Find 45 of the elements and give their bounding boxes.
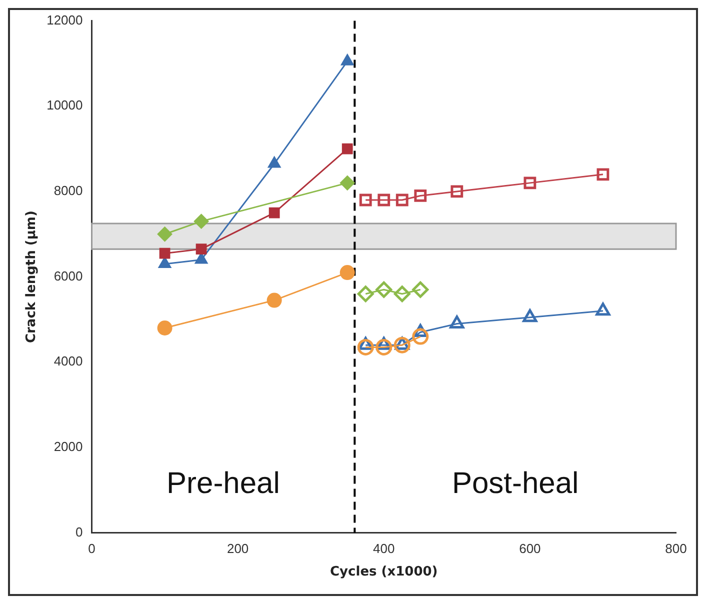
point xyxy=(376,338,392,356)
annotation: Post-heal xyxy=(452,466,579,500)
x-tick-label: 400 xyxy=(373,541,395,556)
point xyxy=(522,309,538,322)
point xyxy=(378,194,390,206)
point xyxy=(524,176,536,190)
point xyxy=(414,190,427,202)
point xyxy=(450,185,464,198)
y-tick-label: 8000 xyxy=(54,183,83,198)
point xyxy=(394,286,410,302)
y-tick-label: 2000 xyxy=(54,439,83,454)
point xyxy=(412,281,429,298)
y-tick-label: 10000 xyxy=(46,98,83,113)
y-tick-label: 4000 xyxy=(54,354,83,369)
point xyxy=(359,194,372,206)
point xyxy=(357,286,374,302)
point xyxy=(342,143,353,154)
y-tick-label: 12000 xyxy=(46,12,83,28)
point xyxy=(357,338,374,356)
point xyxy=(340,265,355,280)
annotation: Pre-heal xyxy=(166,466,280,500)
point xyxy=(450,315,464,328)
point xyxy=(340,175,355,190)
point xyxy=(157,226,172,242)
x-tick-label: 600 xyxy=(519,541,541,556)
point xyxy=(412,328,429,345)
y-tick-label: 0 xyxy=(76,524,83,540)
point xyxy=(159,248,170,259)
point xyxy=(266,292,282,308)
point xyxy=(596,302,610,316)
point xyxy=(268,207,280,218)
x-tick-label: 0 xyxy=(88,541,96,556)
point xyxy=(596,168,610,181)
point xyxy=(194,214,209,229)
x-axis-title: Cycles (x1000) xyxy=(330,564,438,580)
x-tick-label: 800 xyxy=(665,541,687,556)
point xyxy=(157,320,172,336)
point xyxy=(394,336,410,354)
point xyxy=(376,281,392,298)
point xyxy=(396,194,408,206)
y-axis-title: Crack length (µm) xyxy=(24,210,40,344)
y-tick-label: 6000 xyxy=(54,268,83,284)
point xyxy=(196,244,207,255)
point xyxy=(158,256,172,268)
x-tick-label: 200 xyxy=(226,541,249,556)
